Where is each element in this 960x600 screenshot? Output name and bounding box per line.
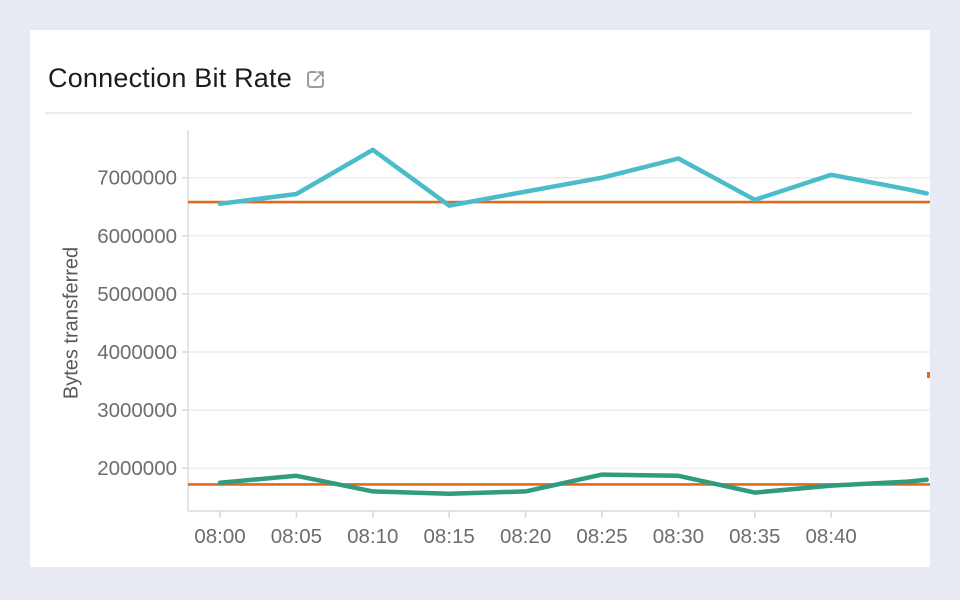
y-tick-label: 6000000 xyxy=(97,225,177,248)
y-tick-label: 4000000 xyxy=(97,341,177,364)
y-tick-label: 3000000 xyxy=(97,399,177,422)
x-tick-label: 08:30 xyxy=(653,525,704,548)
external-link-icon[interactable] xyxy=(304,68,327,91)
x-tick-label: 08:40 xyxy=(806,525,857,548)
chart-title: Connection Bit Rate xyxy=(48,63,292,93)
y-tick-label: 7000000 xyxy=(97,167,177,190)
bitrate-chart: 2000000 3000000 4000000 5000000 6000000 70000… xyxy=(30,30,930,567)
chart-header: Connection Bit Rate xyxy=(30,30,930,96)
x-tick-label: 08:10 xyxy=(347,525,398,548)
x-tick-label: 08:05 xyxy=(271,525,322,548)
chart-card: Connection Bit Rate 2000000 3000000 400000… xyxy=(30,30,930,567)
y-tick-label: 2000000 xyxy=(97,457,177,480)
x-tick-label: 08:25 xyxy=(576,525,627,548)
chart-plot: 2000000 3000000 4000000 5000000 6000000 70000… xyxy=(97,130,930,548)
header-divider xyxy=(45,112,912,114)
clipped-threshold-fragment xyxy=(927,372,930,378)
x-tick-label: 08:15 xyxy=(424,525,475,548)
teal-line xyxy=(217,147,929,208)
y-tick-label: 5000000 xyxy=(97,283,177,306)
x-tick-label: 08:35 xyxy=(729,525,780,548)
y-axis-label: Bytes transferred xyxy=(60,246,83,400)
x-tick-label: 08:20 xyxy=(500,525,551,548)
green-line xyxy=(217,472,929,497)
x-tick-label: 08:00 xyxy=(194,525,245,548)
